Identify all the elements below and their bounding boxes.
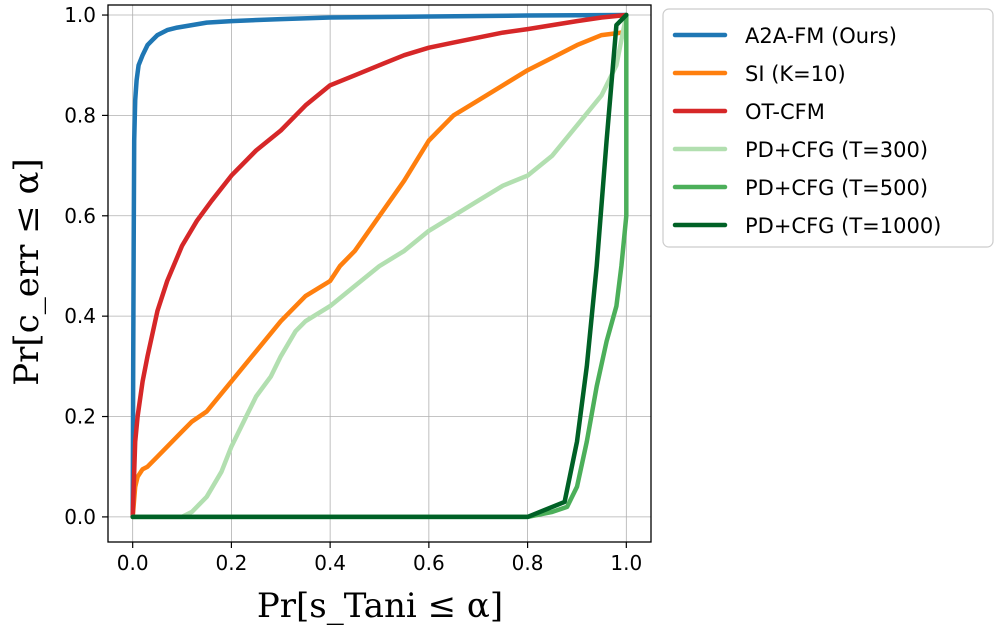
legend-frame <box>662 8 994 248</box>
x-axis-label: Pr[s_Tani ≤ α] <box>257 586 503 626</box>
y-tick-label: 1.0 <box>64 3 96 27</box>
x-tick-label: 0.4 <box>314 551 346 575</box>
plot-frame <box>107 4 652 543</box>
x-tick-label: 1.0 <box>610 551 642 575</box>
legend-label: SI (K=10) <box>745 62 846 86</box>
x-tick-label: 0.2 <box>216 551 248 575</box>
legend-label: PD+CFG (T=1000) <box>745 214 941 238</box>
series-line-4 <box>130 12 629 520</box>
series-line-3 <box>130 12 629 520</box>
series-line-6 <box>130 12 629 520</box>
y-axis-label: Pr[c_err ≤ α] <box>7 158 47 385</box>
y-tick-label: 0.4 <box>64 304 96 328</box>
legend-label: A2A-FM (Ours) <box>745 24 897 48</box>
y-tick-label: 0.8 <box>64 103 96 127</box>
x-tick-label: 0.6 <box>413 551 445 575</box>
ticks: 0.0 0.2 0.4 0.6 0.8 1.0 0.0 0.2 0.4 0.6 0.8 1.0 <box>64 3 642 575</box>
series-layer <box>130 12 629 520</box>
grid <box>108 5 651 542</box>
legend-label: PD+CFG (T=300) <box>745 138 928 162</box>
y-tick-label: 0.0 <box>64 505 96 529</box>
legend-items: A2A-FM (Ours) SI (K=10) OT-CFM PD+CFG (T=30… <box>672 24 941 238</box>
series-line-5 <box>130 12 629 520</box>
x-tick-label: 0.8 <box>512 551 544 575</box>
legend-label: OT-CFM <box>745 100 825 124</box>
series-line-1 <box>130 12 629 520</box>
y-tick-label: 0.6 <box>64 204 96 228</box>
series-line-2 <box>130 30 624 520</box>
legend-label: PD+CFG (T=500) <box>745 176 928 200</box>
y-tick-label: 0.2 <box>64 405 96 429</box>
x-tick-label: 0.0 <box>117 551 149 575</box>
legend: A2A-FM (Ours) SI (K=10) OT-CFM PD+CFG (T=30… <box>662 8 994 248</box>
